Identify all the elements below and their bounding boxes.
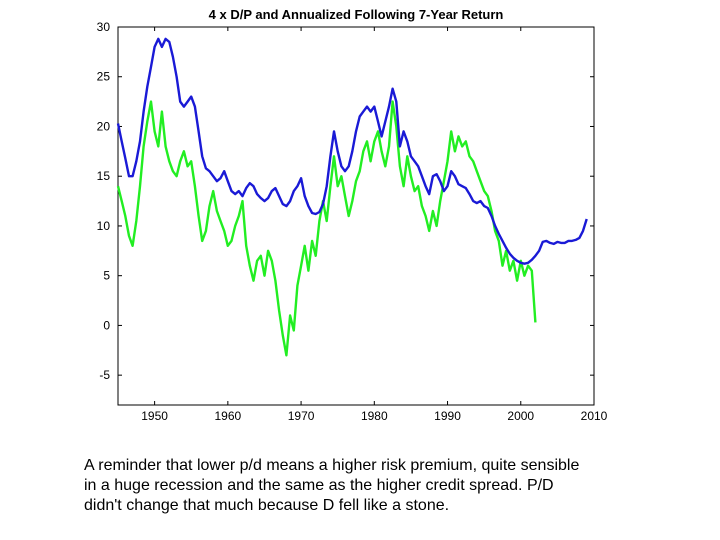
series-layer <box>116 37 588 357</box>
y-tick-label: 30 <box>97 20 111 34</box>
y-axis: 30 25 20 15 10 5 0 -5 <box>97 20 594 382</box>
y-tick-label: 5 <box>103 269 110 283</box>
green-series-line <box>116 100 537 357</box>
y-tick-label: 10 <box>97 219 111 233</box>
plot-area-frame <box>117 26 595 406</box>
caption-text: A reminder that lower p/d means a higher… <box>84 457 580 514</box>
chart-title: 4 x D/P and Annualized Following 7-Year … <box>208 7 504 22</box>
y-tick-label: 15 <box>97 169 111 183</box>
x-tick-label: 1960 <box>214 409 241 423</box>
blue-series-line <box>116 37 588 265</box>
y-tick-label: -5 <box>99 368 110 382</box>
y-tick-label: 20 <box>97 119 111 133</box>
y-tick-label: 25 <box>97 70 111 84</box>
x-axis: 1950 1960 1970 1980 1990 2000 2010 <box>141 27 608 423</box>
x-tick-label: 2000 <box>507 409 534 423</box>
x-tick-label: 1980 <box>361 409 388 423</box>
x-tick-label: 1990 <box>434 409 461 423</box>
x-tick-label: 2010 <box>581 409 608 423</box>
x-tick-label: 1970 <box>288 409 315 423</box>
y-tick-label: 0 <box>103 318 110 332</box>
x-tick-label: 1950 <box>141 409 168 423</box>
